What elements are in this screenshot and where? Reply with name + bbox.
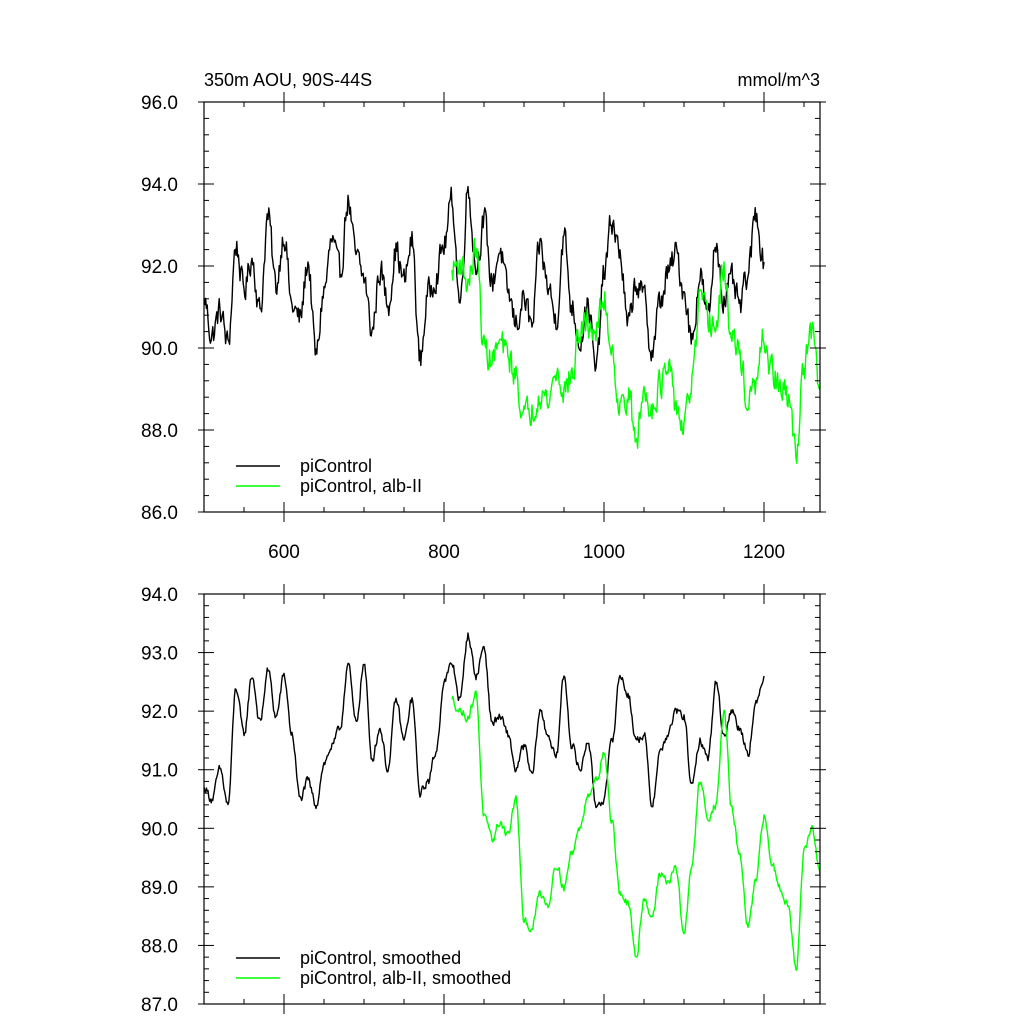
y-tick-label: 93.0 xyxy=(141,644,178,665)
y-tick-label: 96.0 xyxy=(141,93,178,114)
smoothed-series-lines xyxy=(203,632,821,971)
x-tick-label: 800 xyxy=(428,542,460,563)
y-tick-label: 88.0 xyxy=(141,421,178,442)
y-tick-label: 92.0 xyxy=(141,702,178,723)
y-tick-label: 94.0 xyxy=(141,585,178,606)
y-tick-label: 89.0 xyxy=(141,878,178,899)
y-tick-label: 90.0 xyxy=(141,339,178,360)
smoothed-panel: 87.0 88.0 89.0 90.0 91.0 92.0 93.0 94.0 piContr… xyxy=(141,584,826,1016)
legend-label: piControl, alb-II xyxy=(300,476,422,496)
y-tick-label: 91.0 xyxy=(141,761,178,782)
y-tick-label: 87.0 xyxy=(141,995,178,1016)
legend-label: piControl, smoothed xyxy=(300,948,461,968)
x-tick-label: 1200 xyxy=(743,542,785,563)
y-tick-label: 94.0 xyxy=(141,175,178,196)
raw-tick-labels: 86.0 88.0 90.0 92.0 94.0 96.0 600 800 1000 1200 xyxy=(141,93,785,563)
y-tick-label: 88.0 xyxy=(141,936,178,957)
series-line-picontrol xyxy=(203,185,765,372)
smoothed-axis-ticks xyxy=(198,584,826,1014)
y-tick-label: 86.0 xyxy=(141,503,178,524)
series-line-picontrol xyxy=(203,632,765,810)
x-tick-label: 1000 xyxy=(583,542,625,563)
y-tick-label: 92.0 xyxy=(141,257,178,278)
raw-plot-frame xyxy=(203,101,821,513)
legend-label: piControl, alb-II, smoothed xyxy=(300,968,511,988)
raw-axis-ticks xyxy=(198,92,826,522)
x-tick-label: 600 xyxy=(268,542,300,563)
series-line-alb-ii xyxy=(451,237,820,464)
chart-units-right: mmol/m^3 xyxy=(738,70,820,90)
raw-panel: 86.0 88.0 90.0 92.0 94.0 96.0 600 800 1000 1200 p… xyxy=(141,92,826,563)
chart-title-left: 350m AOU, 90S-44S xyxy=(204,70,372,90)
y-tick-label: 90.0 xyxy=(141,819,178,840)
legend-label: piControl xyxy=(300,456,372,476)
smoothed-tick-labels: 87.0 88.0 89.0 90.0 91.0 92.0 93.0 94.0 xyxy=(141,585,178,1016)
series-line-alb-ii xyxy=(451,690,821,971)
smoothed-plot-frame xyxy=(203,593,821,1005)
raw-series-lines xyxy=(203,185,820,464)
